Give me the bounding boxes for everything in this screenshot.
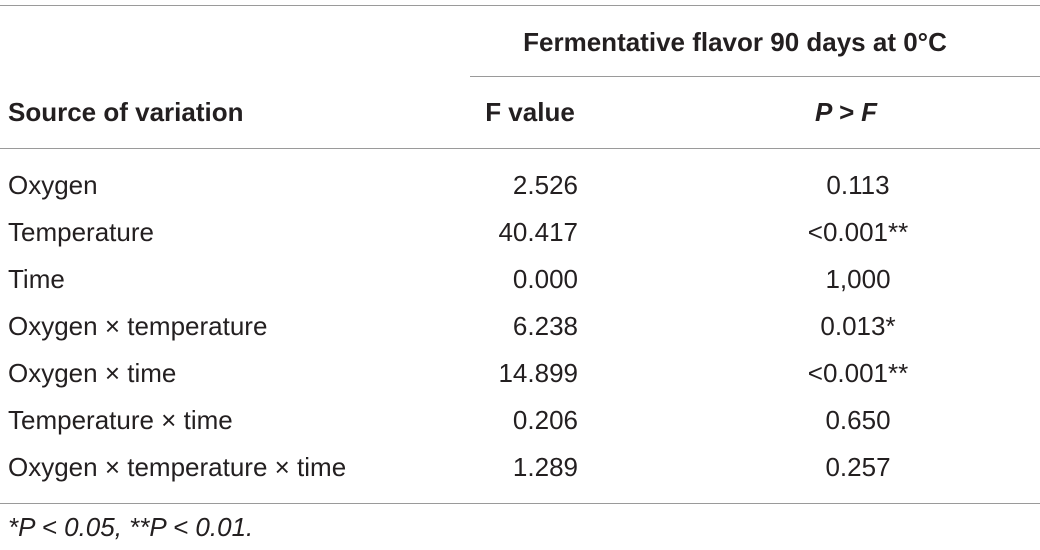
table-cell: 0.000	[512, 264, 578, 294]
row-label: Time	[8, 264, 65, 294]
group-header: Fermentative flavor 90 days at 0°C	[523, 27, 947, 57]
row-label: Temperature × time	[8, 405, 233, 435]
row-label: Oxygen × temperature	[8, 311, 268, 341]
row-label: Temperature	[8, 217, 154, 247]
table-cell: 1,000	[825, 264, 891, 294]
row-label: Oxygen × time	[8, 358, 177, 388]
table-cell: 6.238	[512, 311, 578, 341]
table-cell: 2.526	[512, 170, 578, 200]
table-cell: <0.001**	[807, 217, 909, 247]
table-cell: 0.013*	[820, 311, 896, 341]
bottom-rule	[0, 503, 1040, 504]
top-rule	[0, 5, 1040, 6]
column-header: Source of variation	[8, 97, 244, 127]
table-cell: <0.001**	[807, 358, 909, 388]
column-header: F value	[485, 97, 575, 127]
group-rule	[470, 76, 1040, 77]
row-label: Oxygen × temperature × time	[8, 452, 347, 482]
row-label: Oxygen	[8, 170, 98, 200]
table-cell: 0.257	[825, 452, 891, 482]
header-rule	[0, 148, 1040, 149]
table-cell: 0.113	[826, 170, 890, 200]
table-cell: 40.417	[498, 217, 578, 247]
footnote: *P < 0.05, **P < 0.01.	[8, 512, 254, 542]
table-cell: 14.899	[498, 358, 578, 388]
table-cell: 0.206	[512, 405, 578, 435]
table-cell: 0.650	[825, 405, 891, 435]
column-header: P > F	[815, 97, 877, 127]
table-cell: 1.289	[512, 452, 578, 482]
